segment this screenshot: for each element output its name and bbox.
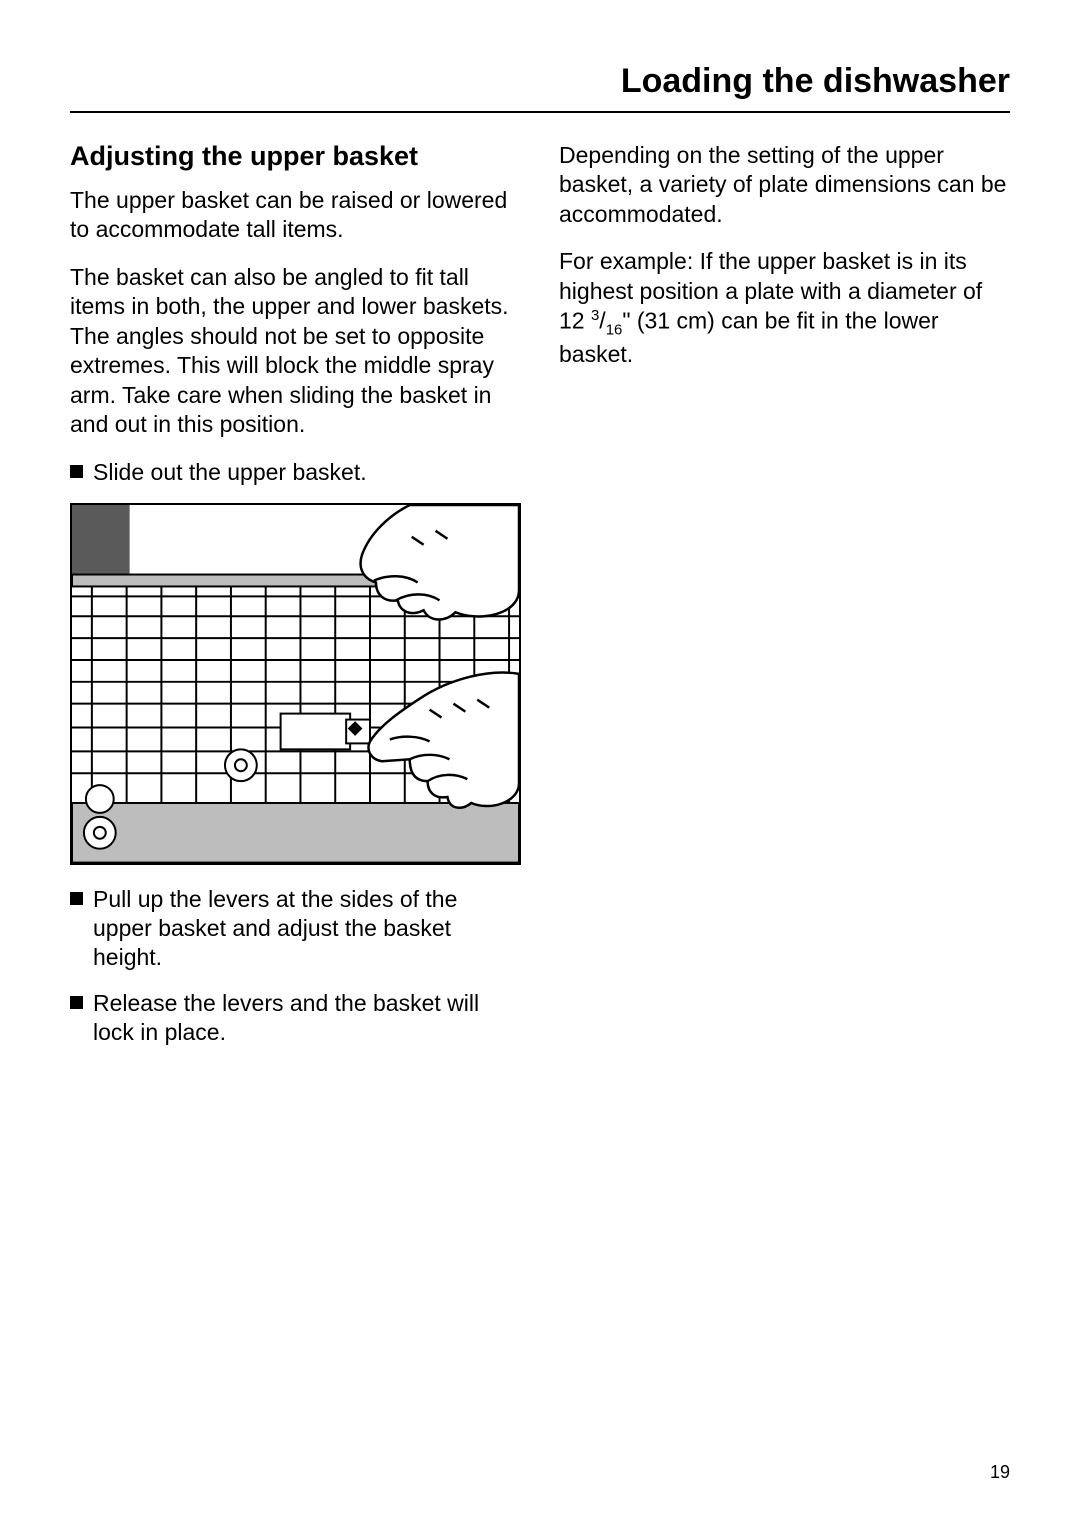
basket-lever-illustration (70, 503, 521, 865)
step-2: Pull up the levers at the sides of the u… (70, 885, 521, 973)
page-title: Loading the dishwasher (70, 62, 1010, 113)
square-bullet-icon (70, 465, 83, 478)
fraction-numerator: 3 (591, 307, 599, 324)
right-column: Depending on the setting of the upper ba… (559, 141, 1010, 1064)
right-paragraph-1: Depending on the setting of the upper ba… (559, 141, 1010, 229)
step-3: Release the levers and the basket will l… (70, 989, 521, 1048)
right-paragraph-2: For example: If the upper basket is in i… (559, 247, 1010, 369)
fraction-denominator: 16 (606, 321, 623, 338)
intro-paragraph-1: The upper basket can be raised or lowere… (70, 186, 521, 245)
square-bullet-icon (70, 996, 83, 1009)
manual-page: Loading the dishwasher Adjusting the upp… (0, 0, 1080, 1104)
step-1-text: Slide out the upper basket. (93, 458, 367, 487)
step-2-text: Pull up the levers at the sides of the u… (93, 885, 521, 973)
step-1: Slide out the upper basket. (70, 458, 521, 487)
section-heading: Adjusting the upper basket (70, 141, 521, 172)
step-3-text: Release the levers and the basket will l… (93, 989, 521, 1048)
intro-paragraph-2: The basket can also be angled to fit tal… (70, 263, 521, 440)
square-bullet-icon (70, 892, 83, 905)
two-column-layout: Adjusting the upper basket The upper bas… (70, 141, 1010, 1064)
page-number: 19 (990, 1462, 1010, 1483)
left-column: Adjusting the upper basket The upper bas… (70, 141, 521, 1064)
